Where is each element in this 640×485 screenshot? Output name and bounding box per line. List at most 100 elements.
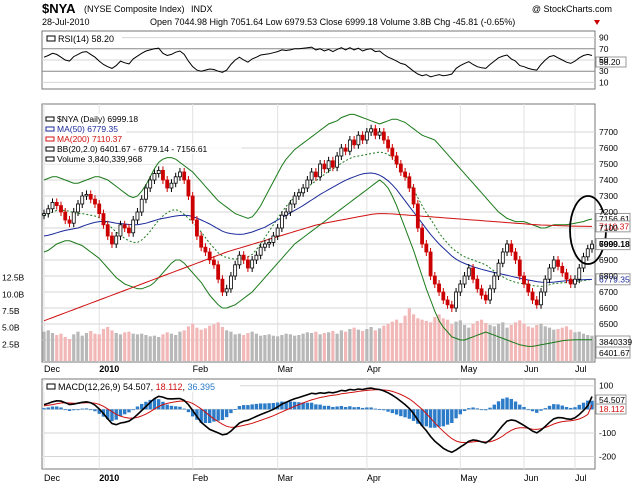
candle-body <box>195 219 199 237</box>
candle-body <box>517 259 522 277</box>
macd-hist-bar <box>547 405 552 410</box>
macd-legend-signal: 18.112 <box>156 382 183 392</box>
volume-axis: 12.5B 10.0B 7.5B 5.0B 2.5B <box>2 273 25 350</box>
ma200-line <box>43 213 592 322</box>
bollinger-upper-line <box>43 113 593 229</box>
macd-hist-bar <box>360 407 365 410</box>
candle-body <box>186 179 191 197</box>
candle-body <box>585 248 590 258</box>
volume-bar <box>496 323 501 361</box>
volume-bar <box>411 314 416 361</box>
macd-hist-bar <box>373 408 378 410</box>
candle-body <box>118 224 123 237</box>
volume-bar <box>208 325 212 361</box>
price-tick-label: 7400 <box>599 175 618 185</box>
volume-bar <box>110 330 114 361</box>
candle-body <box>505 243 509 253</box>
macd-hist-bar <box>513 401 518 410</box>
candle-body <box>360 134 365 141</box>
candle-body <box>577 267 582 280</box>
volume-bar <box>428 322 433 361</box>
volume-bar <box>556 329 560 361</box>
price-tick-label: 7200 <box>599 207 618 217</box>
volume-bar <box>467 327 471 361</box>
macd-month-label: Dec <box>44 473 61 483</box>
candle-body <box>377 131 382 136</box>
macd-hist-bar <box>573 407 577 410</box>
volume-bar <box>271 335 275 361</box>
candle-body <box>475 278 480 290</box>
candle-body <box>398 163 403 173</box>
candle-body <box>347 139 352 152</box>
macd-hist-bar <box>59 407 63 410</box>
candle-body <box>445 299 450 306</box>
candle-body <box>262 243 267 248</box>
macd-hist-bar <box>152 398 157 410</box>
price-value-label: 6779.35 <box>599 274 630 284</box>
candle-body <box>135 211 140 221</box>
macd-hist-bar <box>445 409 450 425</box>
macd-hist-bar <box>352 407 356 410</box>
candle-body <box>88 193 93 200</box>
macd-hist-bar <box>581 402 586 410</box>
candle-body <box>411 187 416 205</box>
candle-body <box>313 171 318 178</box>
candle-body <box>161 169 165 181</box>
volume-bar <box>394 319 399 361</box>
macd-hist-bar <box>182 408 186 410</box>
price-value-label: 7110.37 <box>599 221 629 231</box>
volume-bar <box>174 335 178 361</box>
candle-body <box>54 201 59 206</box>
volume-bar <box>382 325 386 361</box>
macd-hist-bar <box>331 406 335 410</box>
macd-hist-bar <box>522 406 526 410</box>
price-value-box <box>595 238 631 251</box>
candle-body <box>441 291 446 301</box>
volume-bar <box>403 315 407 361</box>
volume-bar <box>399 323 403 361</box>
price-value-label: 6999.18 <box>599 239 630 249</box>
volume-bar <box>407 308 411 361</box>
volume-bar <box>93 333 97 361</box>
price-legend-bg <box>45 124 127 134</box>
macd-hist-bar <box>131 409 135 411</box>
candle-body <box>471 267 475 280</box>
volume-bar <box>310 333 314 361</box>
volume-bar <box>352 327 356 361</box>
candle-body <box>122 224 127 229</box>
macd-hist-bar <box>110 409 114 422</box>
candle-body <box>182 171 187 181</box>
candle-body <box>105 224 110 237</box>
candle-body <box>492 275 497 290</box>
volume-bar <box>267 334 271 361</box>
macd-hist-bar <box>305 402 310 410</box>
volume-bar <box>484 323 488 361</box>
price-tick-label: 7100 <box>599 223 618 233</box>
volume-bar <box>318 334 322 361</box>
macd-hist-bar <box>258 403 263 410</box>
price-tick-label: 6800 <box>599 271 618 281</box>
candle-body <box>254 254 259 261</box>
price-value-box <box>595 273 631 286</box>
candle-body <box>560 265 565 274</box>
macd-tick-label: -200 <box>599 452 616 462</box>
candle-body <box>305 179 310 189</box>
candle-body <box>339 147 344 157</box>
macd-hist-bar <box>416 409 420 424</box>
rsi-tick-label: 30 <box>599 66 609 76</box>
volume-bar <box>479 319 484 361</box>
volume-bar <box>361 331 365 361</box>
volume-bar <box>288 334 292 361</box>
volume-bar <box>471 323 475 361</box>
macd-hist-bar <box>267 403 271 410</box>
rsi-tick-label: 70 <box>599 44 609 54</box>
macd-hist-bar <box>318 404 322 410</box>
macd-hist-bar <box>195 409 199 420</box>
macd-hist-bar <box>93 409 97 412</box>
macd-hist-bar <box>297 402 301 410</box>
candle-body <box>203 246 208 253</box>
candle-body <box>356 134 361 146</box>
volume-bar <box>72 334 76 361</box>
macd-hist-bar <box>450 409 454 424</box>
volume-bar <box>229 331 233 361</box>
